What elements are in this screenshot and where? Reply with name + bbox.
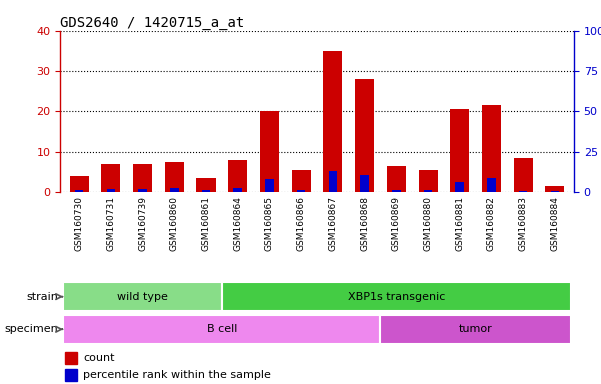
- Bar: [70, 176, 89, 192]
- Bar: [197, 178, 216, 192]
- Bar: [228, 160, 247, 192]
- Text: GSM160869: GSM160869: [392, 196, 401, 251]
- Bar: [102, 164, 120, 192]
- Bar: [233, 188, 242, 192]
- Bar: [63, 314, 380, 344]
- Bar: [551, 191, 559, 192]
- Text: GSM160883: GSM160883: [519, 196, 528, 251]
- Bar: [138, 189, 147, 192]
- Bar: [202, 190, 210, 192]
- Bar: [260, 111, 279, 192]
- Bar: [482, 105, 501, 192]
- Bar: [133, 164, 152, 192]
- Bar: [170, 188, 178, 192]
- Text: GSM160865: GSM160865: [265, 196, 274, 251]
- Text: GSM160880: GSM160880: [424, 196, 433, 251]
- Bar: [75, 190, 84, 192]
- Text: GSM160864: GSM160864: [233, 196, 242, 251]
- Bar: [66, 352, 76, 364]
- Bar: [106, 189, 115, 192]
- Text: GSM160861: GSM160861: [201, 196, 210, 251]
- Text: GSM160731: GSM160731: [106, 196, 115, 251]
- Text: strain: strain: [26, 291, 58, 302]
- Bar: [323, 51, 343, 192]
- Bar: [222, 282, 571, 311]
- Text: GSM160868: GSM160868: [360, 196, 369, 251]
- Text: GSM160730: GSM160730: [75, 196, 84, 251]
- Bar: [165, 162, 184, 192]
- Text: GSM160881: GSM160881: [456, 196, 464, 251]
- Text: count: count: [83, 353, 115, 363]
- Bar: [424, 190, 432, 192]
- Bar: [297, 190, 305, 192]
- Bar: [265, 179, 273, 192]
- Text: GSM160866: GSM160866: [297, 196, 306, 251]
- Text: GSM160739: GSM160739: [138, 196, 147, 251]
- Bar: [450, 109, 469, 192]
- Bar: [387, 166, 406, 192]
- Bar: [329, 171, 337, 192]
- Text: GSM160884: GSM160884: [551, 196, 560, 251]
- Bar: [380, 314, 571, 344]
- Text: GSM160860: GSM160860: [170, 196, 178, 251]
- Text: specimen: specimen: [5, 324, 58, 334]
- Text: B cell: B cell: [207, 324, 237, 334]
- Text: GDS2640 / 1420715_a_at: GDS2640 / 1420715_a_at: [60, 16, 245, 30]
- Text: XBP1s transgenic: XBP1s transgenic: [347, 291, 445, 302]
- Bar: [545, 186, 564, 192]
- Text: wild type: wild type: [117, 291, 168, 302]
- Bar: [392, 190, 401, 192]
- Bar: [355, 79, 374, 192]
- Bar: [519, 191, 528, 192]
- Bar: [66, 369, 76, 381]
- Text: GSM160882: GSM160882: [487, 196, 496, 251]
- Bar: [514, 158, 532, 192]
- Bar: [361, 175, 369, 192]
- Bar: [63, 282, 222, 311]
- Text: percentile rank within the sample: percentile rank within the sample: [83, 370, 271, 380]
- Bar: [291, 170, 311, 192]
- Text: GSM160867: GSM160867: [328, 196, 337, 251]
- Bar: [418, 170, 438, 192]
- Bar: [487, 178, 496, 192]
- Bar: [456, 182, 464, 192]
- Text: tumor: tumor: [459, 324, 492, 334]
